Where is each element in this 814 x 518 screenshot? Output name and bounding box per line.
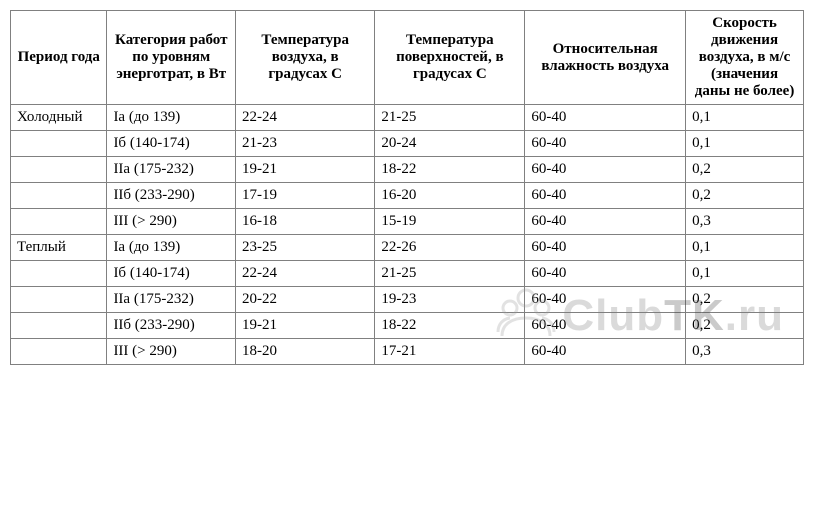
col-header-period: Период года [11,11,107,105]
cell-air-temp: 17-19 [236,183,375,209]
cell-air-speed: 0,2 [686,157,804,183]
cell-air-speed: 0,2 [686,183,804,209]
cell-surface-temp: 20-24 [375,131,525,157]
cell-air-temp: 19-21 [236,157,375,183]
cell-humidity: 60-40 [525,183,686,209]
cell-period [11,287,107,313]
col-header-air-speed: Скорость движения воздуха, в м/с (значен… [686,11,804,105]
cell-air-temp: 16-18 [236,209,375,235]
cell-air-speed: 0,1 [686,261,804,287]
cell-surface-temp: 21-25 [375,261,525,287]
table-row: III (> 290) 18-20 17-21 60-40 0,3 [11,339,804,365]
cell-category: IIб (233-290) [107,313,236,339]
col-header-air-temp: Температура воздуха, в градусах С [236,11,375,105]
cell-humidity: 60-40 [525,313,686,339]
cell-category: Iб (140-174) [107,131,236,157]
microclimate-table: Период года Категория работ по уровням э… [10,10,804,365]
cell-air-temp: 22-24 [236,261,375,287]
cell-category: Iб (140-174) [107,261,236,287]
table-row: IIб (233-290) 17-19 16-20 60-40 0,2 [11,183,804,209]
cell-category: Iа (до 139) [107,105,236,131]
cell-category: Iа (до 139) [107,235,236,261]
cell-humidity: 60-40 [525,339,686,365]
cell-humidity: 60-40 [525,209,686,235]
table-header-row: Период года Категория работ по уровням э… [11,11,804,105]
cell-surface-temp: 21-25 [375,105,525,131]
col-header-surface-temp: Температура поверхностей, в градусах С [375,11,525,105]
cell-surface-temp: 18-22 [375,157,525,183]
cell-air-speed: 0,2 [686,287,804,313]
cell-category: IIа (175-232) [107,157,236,183]
cell-category: III (> 290) [107,209,236,235]
col-header-humidity: Относительная влажность воздуха [525,11,686,105]
cell-surface-temp: 19-23 [375,287,525,313]
col-header-category: Категория работ по уровням энерготрат, в… [107,11,236,105]
table-row: Холодный Iа (до 139) 22-24 21-25 60-40 0… [11,105,804,131]
cell-surface-temp: 17-21 [375,339,525,365]
table-row: Теплый Iа (до 139) 23-25 22-26 60-40 0,1 [11,235,804,261]
cell-air-speed: 0,3 [686,339,804,365]
table-row: IIа (175-232) 20-22 19-23 60-40 0,2 [11,287,804,313]
cell-air-temp: 18-20 [236,339,375,365]
cell-period: Холодный [11,105,107,131]
cell-period [11,339,107,365]
cell-air-temp: 20-22 [236,287,375,313]
cell-air-temp: 21-23 [236,131,375,157]
cell-period [11,183,107,209]
cell-humidity: 60-40 [525,105,686,131]
cell-air-speed: 0,2 [686,313,804,339]
cell-period [11,261,107,287]
cell-surface-temp: 18-22 [375,313,525,339]
cell-humidity: 60-40 [525,157,686,183]
cell-humidity: 60-40 [525,287,686,313]
cell-air-speed: 0,3 [686,209,804,235]
cell-surface-temp: 16-20 [375,183,525,209]
table-row: IIа (175-232) 19-21 18-22 60-40 0,2 [11,157,804,183]
cell-air-temp: 19-21 [236,313,375,339]
cell-period [11,209,107,235]
cell-period [11,313,107,339]
cell-period [11,157,107,183]
cell-air-temp: 22-24 [236,105,375,131]
cell-category: IIа (175-232) [107,287,236,313]
cell-air-speed: 0,1 [686,235,804,261]
cell-air-temp: 23-25 [236,235,375,261]
table-row: Iб (140-174) 21-23 20-24 60-40 0,1 [11,131,804,157]
cell-category: IIб (233-290) [107,183,236,209]
cell-humidity: 60-40 [525,261,686,287]
cell-period [11,131,107,157]
table-row: III (> 290) 16-18 15-19 60-40 0,3 [11,209,804,235]
cell-category: III (> 290) [107,339,236,365]
table-row: IIб (233-290) 19-21 18-22 60-40 0,2 [11,313,804,339]
cell-period: Теплый [11,235,107,261]
cell-surface-temp: 22-26 [375,235,525,261]
cell-air-speed: 0,1 [686,131,804,157]
cell-air-speed: 0,1 [686,105,804,131]
table-row: Iб (140-174) 22-24 21-25 60-40 0,1 [11,261,804,287]
cell-humidity: 60-40 [525,131,686,157]
cell-surface-temp: 15-19 [375,209,525,235]
cell-humidity: 60-40 [525,235,686,261]
